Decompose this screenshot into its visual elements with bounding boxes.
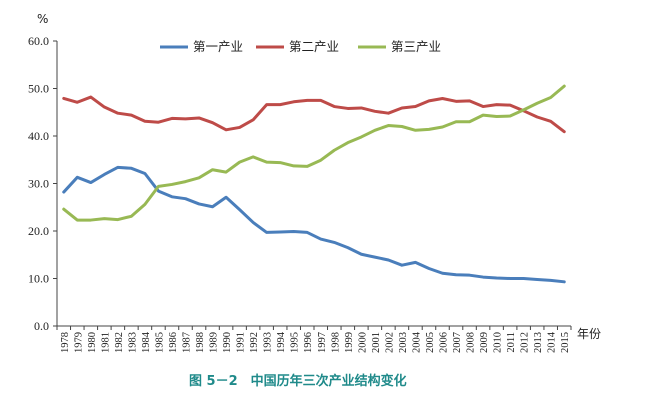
x-tick-label: 1978 bbox=[60, 332, 71, 353]
x-tick-label: 1997 bbox=[317, 332, 328, 353]
x-tick-label: 1993 bbox=[263, 332, 274, 353]
x-tick-label: 1991 bbox=[236, 332, 247, 353]
legend-label-2: 第二产业 bbox=[289, 39, 339, 54]
x-tick-label: 1984 bbox=[141, 331, 152, 353]
x-tick-label: 1990 bbox=[222, 332, 233, 353]
x-tick-label: 2000 bbox=[357, 332, 368, 353]
legend-label-1: 第一产业 bbox=[193, 39, 243, 54]
x-tick-label: 1988 bbox=[195, 332, 206, 353]
y-tick-label: 50.0 bbox=[28, 82, 49, 96]
x-tick-label: 1998 bbox=[330, 332, 341, 353]
x-tick-label: 2005 bbox=[425, 332, 436, 353]
x-tick-label: 1996 bbox=[303, 332, 314, 353]
x-tick-label: 2011 bbox=[506, 332, 517, 353]
x-tick-label: 1983 bbox=[127, 332, 138, 353]
x-tick-label: 2009 bbox=[479, 332, 490, 353]
x-tick-label: 2013 bbox=[533, 332, 544, 353]
series-line-3 bbox=[62, 84, 566, 222]
x-tick-label: 1982 bbox=[114, 332, 125, 353]
x-tick-label: 1987 bbox=[182, 332, 193, 353]
x-tick-label: 2004 bbox=[411, 331, 422, 353]
x-tick-label: 1980 bbox=[87, 332, 98, 353]
x-tick-label: 2002 bbox=[384, 332, 395, 353]
x-tick-label: 1994 bbox=[276, 331, 287, 353]
series-line-2 bbox=[62, 95, 566, 134]
series-lines bbox=[62, 84, 566, 284]
x-tick-label: 1986 bbox=[168, 332, 179, 353]
x-tick-label: 2012 bbox=[520, 332, 531, 353]
y-tick-label: 0.0 bbox=[34, 319, 49, 333]
x-tick-label: 2010 bbox=[493, 332, 504, 353]
x-tick-label: 1999 bbox=[344, 332, 355, 353]
x-tick-label: 2008 bbox=[466, 332, 477, 353]
x-tick-label: 1979 bbox=[73, 332, 84, 353]
y-unit-label: % bbox=[37, 12, 48, 26]
x-axis: 1978 1979 1980 1981 1982 1983 1984 1985 1986 1987… bbox=[56, 325, 572, 353]
x-tick-label: 2007 bbox=[452, 332, 463, 353]
x-tick-label: 2015 bbox=[560, 332, 571, 353]
series-line-1 bbox=[62, 165, 566, 284]
x-unit-label: 年份 bbox=[577, 327, 601, 341]
x-tick-label: 1985 bbox=[154, 332, 165, 353]
x-tick-label: 1989 bbox=[209, 332, 220, 353]
x-tick-label: 2006 bbox=[439, 332, 450, 353]
legend: 第一产业 第二产业 第三产业 bbox=[160, 39, 441, 54]
x-tick-label: 1995 bbox=[290, 332, 301, 353]
x-tick-label: 2001 bbox=[371, 332, 382, 353]
y-tick-label: 60.0 bbox=[28, 34, 49, 48]
y-tick-label: 20.0 bbox=[28, 224, 49, 238]
y-tick-label: 10.0 bbox=[28, 272, 49, 286]
legend-label-3: 第三产业 bbox=[391, 39, 441, 54]
y-tick-label: 40.0 bbox=[28, 129, 49, 143]
figure-caption: 图 5－2 中国历年三次产业结构变化 bbox=[189, 373, 407, 389]
x-tick-label: 1981 bbox=[100, 332, 111, 353]
x-tick-label: 2003 bbox=[398, 332, 409, 353]
y-axis: 0.0 10.0 20.0 30.0 40.0 50.0 60.0 bbox=[28, 34, 58, 333]
x-tick-label: 2014 bbox=[547, 331, 558, 353]
x-tick-label: 1992 bbox=[249, 332, 260, 353]
y-tick-label: 30.0 bbox=[28, 177, 49, 191]
